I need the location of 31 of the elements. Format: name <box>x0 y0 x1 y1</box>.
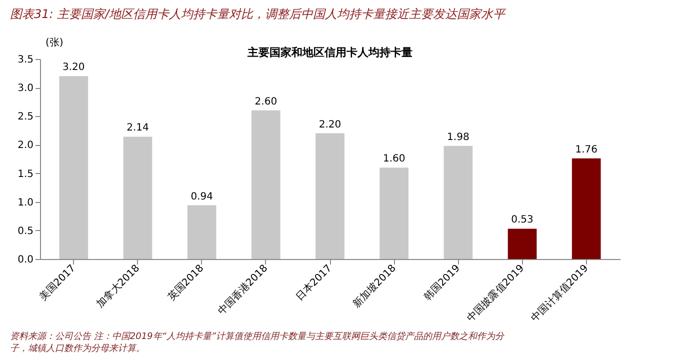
text: 子，城镇人口数作为分母来计算。 <box>10 343 145 354</box>
data-label: 1.76 <box>575 144 598 156</box>
data-label: 2.20 <box>318 119 342 130</box>
bar <box>444 146 473 259</box>
data-label: 2.60 <box>254 96 278 108</box>
chart-title: 图表31: 主要国家/地区信用卡人均持卡量对比，调整后中国人均持卡量接近主要发达国家水平 <box>10 7 508 21</box>
data-label: 1.98 <box>447 132 470 143</box>
bar <box>316 133 344 259</box>
y-tick-label: 2.5 <box>18 112 34 123</box>
bar <box>380 168 409 259</box>
y-tick-label: 0.5 <box>18 226 34 237</box>
chart-subtitle: 主要国家和地区信用卡人均持卡量 <box>246 46 412 59</box>
y-tick-label: 1.5 <box>18 168 34 180</box>
bar <box>123 136 152 259</box>
bar <box>508 228 537 259</box>
y-tick-label: 0.0 <box>18 254 34 266</box>
data-label: 1.60 <box>382 154 406 165</box>
data-label: 3.20 <box>62 62 85 74</box>
bar <box>251 110 280 259</box>
text: 资料来源：公司公告 注：中国2019年“人均持卡量”计算值使用信用卡数量与主要互联网巨头类信贷产品的用户数之和作为分 <box>10 331 506 342</box>
data-label: 0.94 <box>190 191 213 202</box>
y-tick-label: 3.0 <box>18 83 34 94</box>
y-tick-label: 2.0 <box>18 140 34 152</box>
data-label: 2.14 <box>126 122 149 134</box>
bar <box>59 76 88 259</box>
bar <box>187 205 216 259</box>
y-tick-label: 3.5 <box>18 54 34 66</box>
data-label: 0.53 <box>511 214 534 226</box>
bar <box>572 158 601 259</box>
y-axis-title: (张) <box>46 36 64 48</box>
y-tick-label: 1.0 <box>18 197 34 208</box>
